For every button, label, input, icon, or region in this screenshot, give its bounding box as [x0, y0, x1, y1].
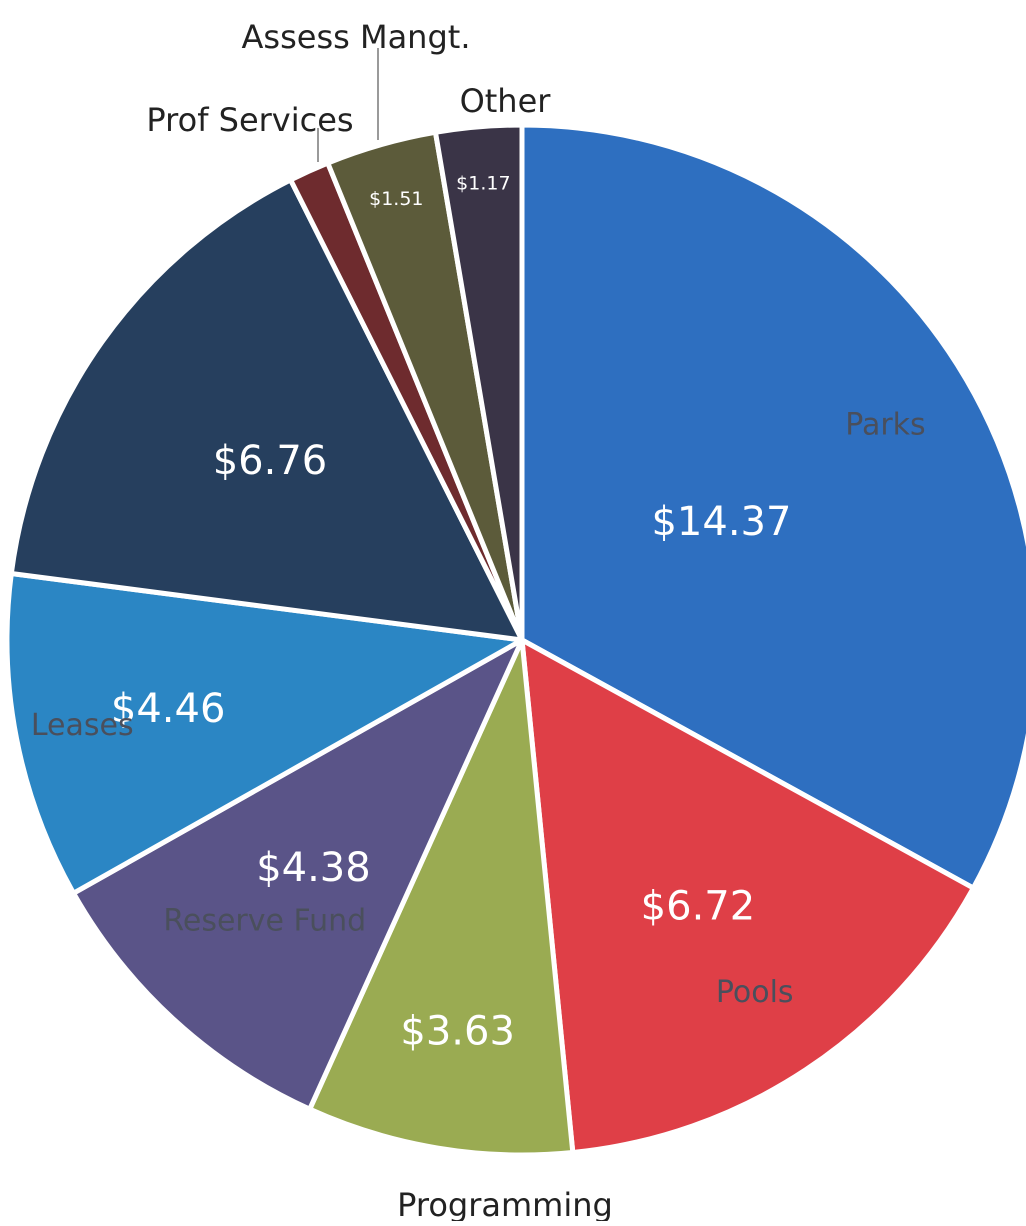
data-label-leases: $4.46: [111, 686, 226, 732]
data-label-parks: $14.37: [651, 499, 791, 545]
category-label-parks: Parks: [845, 407, 925, 442]
category-label-pools: Pools: [716, 975, 794, 1010]
pie-slice-pools: [519, 637, 976, 1155]
pie-slice-programming: [307, 637, 576, 1158]
pie-slice-reserve-fund: [71, 637, 525, 1112]
category-label-leases: Leases: [31, 708, 134, 743]
category-label-assess-mangt: Assess Mangt.: [242, 18, 471, 56]
pie-slice-slice-5: [8, 177, 525, 643]
category-label-prof-services: Prof Services: [146, 101, 353, 139]
category-label-reserve-fund: Reserve Fund: [163, 904, 366, 939]
pie-slice-leases: [4, 571, 525, 896]
data-label-assess-mangt: $1.51: [369, 188, 423, 210]
data-label-other: $1.17: [456, 172, 510, 194]
data-label-programming: $3.63: [400, 1008, 515, 1054]
data-label-slice-5: $6.76: [213, 438, 328, 484]
pie-slice-other: [432, 122, 525, 643]
pie-slice-parks: [519, 122, 1026, 891]
data-label-pools: $6.72: [641, 883, 756, 929]
category-label-programming: Programming: [397, 1186, 613, 1221]
data-label-reserve-fund: $4.38: [256, 845, 371, 891]
category-label-other: Other: [460, 82, 552, 120]
